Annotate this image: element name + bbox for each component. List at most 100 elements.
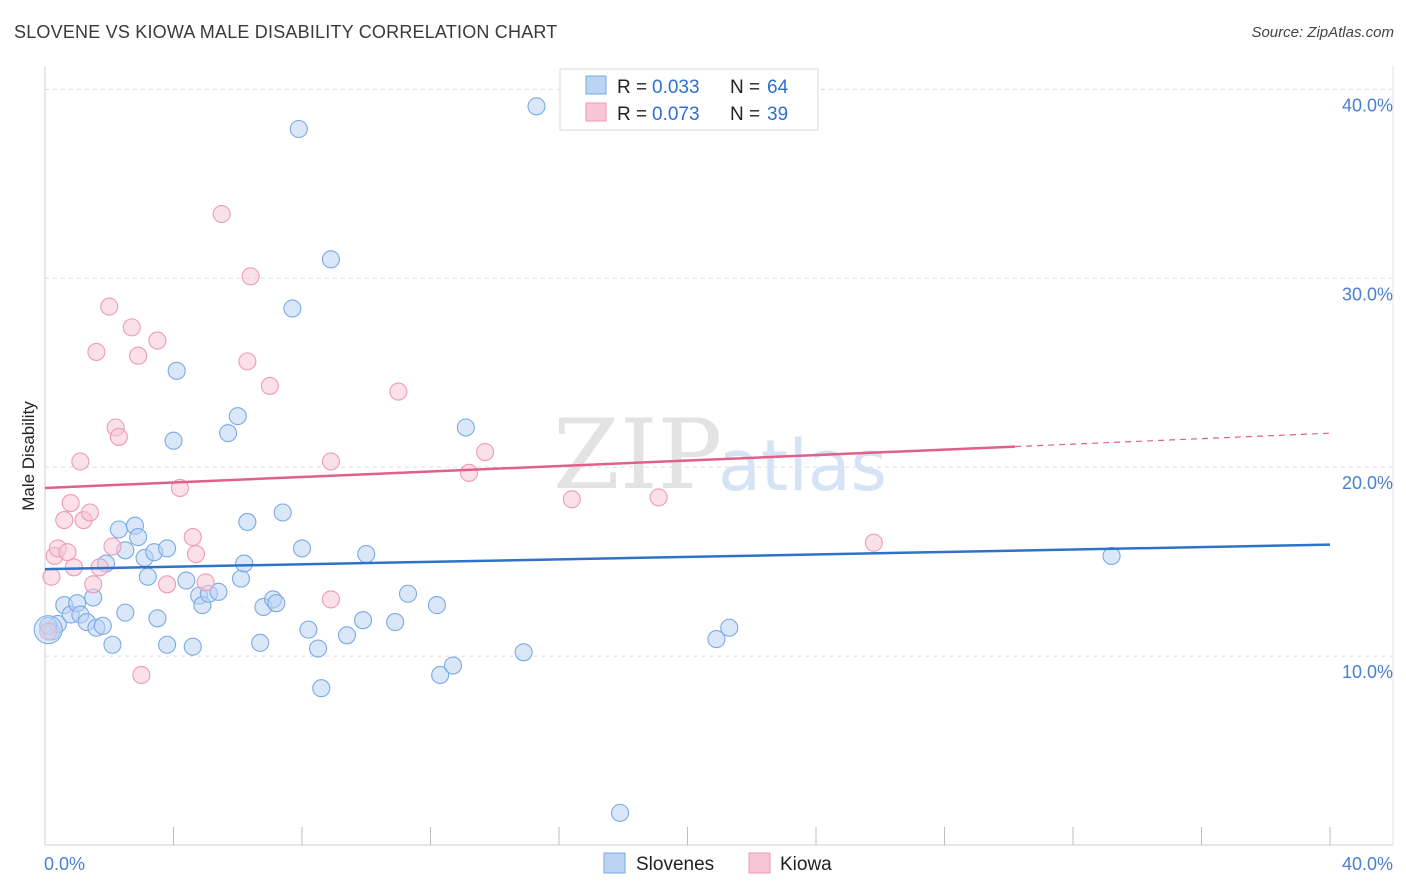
point-slovenes-12 xyxy=(109,520,128,539)
chart-source: Source: ZipAtlas.com xyxy=(1251,24,1394,41)
point-slovenes-cluster xyxy=(33,615,63,645)
y-tick-label-20: 20.0% xyxy=(1342,473,1393,493)
point-slovenes-43 xyxy=(292,539,312,558)
bottom-legend-swatch-kiowa xyxy=(748,852,771,874)
point-slovenes-54 xyxy=(431,665,450,685)
point-kiowa-24 xyxy=(183,528,202,547)
point-kiowa-12 xyxy=(87,342,106,361)
trend-line-kiowa xyxy=(44,445,1016,490)
point-kiowa-27 xyxy=(212,204,231,224)
point-slovenes-21 xyxy=(158,635,177,654)
point-slovenes-62 xyxy=(1102,546,1121,566)
point-slovenes-30 xyxy=(209,582,228,601)
point-slovenes-23 xyxy=(164,431,183,450)
watermark: ZIP atlas xyxy=(553,399,887,511)
point-slovenes-58 xyxy=(527,97,546,116)
point-kiowa-4 xyxy=(55,511,74,530)
points-layer xyxy=(33,97,1121,822)
point-kiowa-38 xyxy=(864,533,883,552)
watermark-zip: ZIP xyxy=(553,399,722,511)
point-kiowa-17 xyxy=(109,427,128,446)
point-slovenes-31 xyxy=(219,424,238,443)
point-kiowa-25 xyxy=(186,545,206,564)
point-kiowa-32 xyxy=(321,452,340,471)
y-tick-label-30: 30.0% xyxy=(1342,284,1393,304)
legend-r-label-kiowa: R = xyxy=(617,104,647,125)
legend-n-value-slovenes: 64 xyxy=(767,77,789,98)
point-slovenes-51 xyxy=(386,613,405,632)
legend-swatch-slovenes xyxy=(585,75,607,95)
point-kiowa-21 xyxy=(148,331,167,350)
bottom-legend-swatch-slovenes xyxy=(603,852,626,874)
point-slovenes-46 xyxy=(312,679,331,698)
trend-line-dashed-kiowa xyxy=(1015,432,1331,448)
point-slovenes-42 xyxy=(289,119,308,139)
point-slovenes-11 xyxy=(103,635,122,654)
point-slovenes-9 xyxy=(93,616,112,635)
point-kiowa-18 xyxy=(122,318,141,337)
point-slovenes-24 xyxy=(167,361,186,380)
legend-n-label-kiowa: N = xyxy=(730,104,760,125)
chart-title: SLOVENE VS KIOWA MALE DISABILITY CORRELA… xyxy=(14,22,558,42)
point-slovenes-14 xyxy=(116,603,135,622)
point-slovenes-59 xyxy=(610,803,630,822)
point-slovenes-41 xyxy=(283,299,302,318)
point-slovenes-20 xyxy=(148,609,167,628)
point-slovenes-53 xyxy=(427,596,446,615)
point-slovenes-52 xyxy=(398,584,418,603)
point-slovenes-18 xyxy=(138,567,157,586)
point-kiowa-29 xyxy=(241,267,260,286)
point-slovenes-50 xyxy=(357,545,376,564)
legend-r-value-kiowa: 0.073 xyxy=(652,104,700,125)
point-slovenes-44 xyxy=(299,620,318,639)
axis-layer: 10.0% 20.0% 30.0% 40.0% 0.0% 40.0% xyxy=(44,66,1394,874)
point-kiowa-26 xyxy=(196,573,215,592)
trend-layer xyxy=(44,432,1331,571)
point-kiowa-19 xyxy=(129,346,148,365)
point-slovenes-49 xyxy=(353,611,373,630)
point-slovenes-47 xyxy=(321,250,340,269)
legend-n-label-slovenes: N = xyxy=(730,77,760,98)
point-slovenes-55 xyxy=(443,656,463,675)
legend-swatch-kiowa xyxy=(585,102,607,122)
y-tick-label-40: 40.0% xyxy=(1342,95,1393,115)
point-kiowa-23 xyxy=(170,478,189,497)
point-slovenes-40 xyxy=(273,503,292,522)
legend-r-label-slovenes: R = xyxy=(617,77,647,98)
point-slovenes-25 xyxy=(177,571,196,590)
watermark-atlas: atlas xyxy=(718,425,887,507)
point-kiowa-34 xyxy=(459,463,479,482)
y-tick-label-10: 10.0% xyxy=(1342,662,1393,682)
point-slovenes-33 xyxy=(231,569,251,588)
point-kiowa-10 xyxy=(80,503,100,522)
point-kiowa-11 xyxy=(84,575,103,594)
point-slovenes-26 xyxy=(183,637,202,656)
point-slovenes-56 xyxy=(456,418,475,437)
legend-r-value-slovenes: 0.033 xyxy=(652,77,700,98)
point-slovenes-16 xyxy=(129,528,148,547)
trend-line-slovenes xyxy=(44,543,1331,571)
correlation-legend: R = 0.033 N = 64 R = 0.073 N = 39 xyxy=(559,68,819,131)
grid-layer xyxy=(45,88,1393,657)
point-slovenes-45 xyxy=(309,639,328,658)
point-kiowa-1 xyxy=(42,567,61,586)
point-kiowa-6 xyxy=(61,494,80,513)
x-tick-label-min: 0.0% xyxy=(44,854,85,874)
point-kiowa-36 xyxy=(562,490,581,509)
series-legend: Slovenes Kiowa xyxy=(603,852,832,875)
point-kiowa-31 xyxy=(321,590,340,609)
point-kiowa-15 xyxy=(103,537,122,556)
point-kiowa-28 xyxy=(238,352,257,371)
legend-n-value-kiowa: 39 xyxy=(767,104,788,125)
y-axis-label: Male Disability xyxy=(19,401,38,511)
point-kiowa-30 xyxy=(260,376,279,395)
point-slovenes-48 xyxy=(337,626,357,645)
point-slovenes-60 xyxy=(707,630,726,649)
bottom-legend-label-slovenes: Slovenes xyxy=(636,854,714,875)
x-tick-label-max: 40.0% xyxy=(1342,854,1393,874)
bottom-legend-label-kiowa: Kiowa xyxy=(780,854,832,875)
point-kiowa-20 xyxy=(132,665,151,685)
point-slovenes-22 xyxy=(158,539,177,558)
